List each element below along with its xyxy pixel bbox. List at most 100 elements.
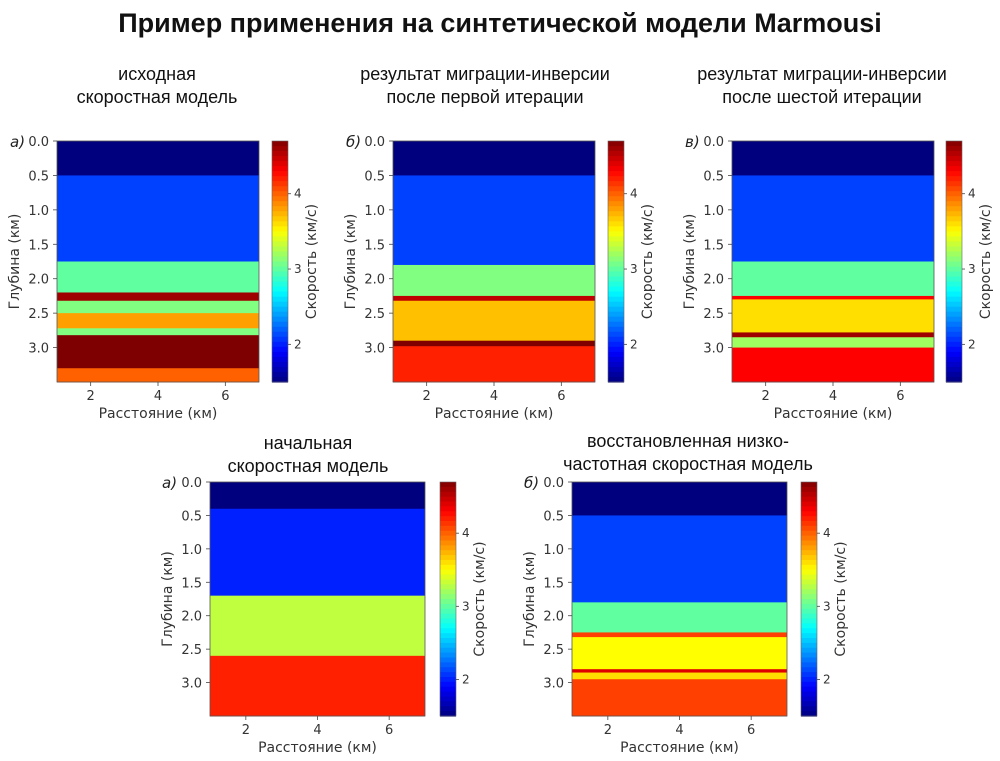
colorbar-label: Скорость (км/с) — [640, 204, 656, 319]
colorbar-segment — [608, 366, 624, 373]
y-tick-label: 3.0 — [181, 677, 202, 692]
colorbar-segment — [440, 540, 456, 546]
y-tick-label: 0.5 — [703, 169, 724, 184]
colorbar-segment — [946, 306, 962, 313]
velocity-layer — [393, 141, 595, 176]
y-tick-label: 2.0 — [181, 610, 202, 625]
colorbar-segment — [801, 589, 817, 595]
colorbar-segment — [608, 181, 624, 187]
colorbar-segment — [272, 191, 288, 197]
colorbar-segment — [946, 226, 962, 232]
y-tick-label: 1.0 — [28, 204, 49, 219]
colorbar-segment — [946, 301, 962, 308]
x-tick-label: 6 — [385, 723, 393, 738]
colorbar-segment — [946, 366, 962, 373]
velocity-layer — [732, 299, 934, 333]
colorbar-segment — [608, 311, 624, 318]
colorbar-segment — [272, 196, 288, 202]
page-title: Пример применения на синтетической модел… — [118, 8, 882, 38]
y-tick-label: 2.5 — [364, 307, 385, 322]
x-tick-label: 2 — [423, 389, 431, 404]
velocity-layer — [393, 175, 595, 266]
colorbar-tick-label: 2 — [823, 672, 831, 686]
colorbar-segment — [946, 311, 962, 318]
x-tick-label: 4 — [829, 389, 837, 404]
colorbar-segment — [946, 206, 962, 212]
x-tick-label: 6 — [896, 389, 904, 404]
colorbar-segment — [440, 623, 456, 629]
colorbar-segment — [946, 141, 962, 147]
colorbar-segment — [801, 594, 817, 600]
colorbar-segment — [608, 236, 624, 243]
y-tick-label: 0.0 — [364, 135, 385, 150]
caption-initial-model: начальная скоростная модель — [208, 432, 408, 478]
colorbar-segment — [272, 176, 288, 182]
x-tick-label: 6 — [221, 389, 229, 404]
colorbar-segment — [946, 146, 962, 152]
colorbar-segment — [440, 574, 456, 581]
colorbar-segment — [440, 647, 456, 654]
colorbar-segment — [946, 151, 962, 157]
y-tick-label: 0.0 — [28, 135, 49, 150]
y-tick-label: 0.0 — [543, 476, 564, 491]
y-tick-label: 1.5 — [364, 238, 385, 253]
colorbar-segment — [440, 599, 456, 605]
colorbar-segment — [272, 301, 288, 308]
colorbar-segment — [801, 647, 817, 654]
colorbar-segment — [440, 501, 456, 507]
colorbar-segment — [946, 186, 962, 192]
y-tick-label: 1.0 — [181, 543, 202, 558]
colorbar-segment — [440, 486, 456, 493]
colorbar-segment — [801, 662, 817, 668]
colorbar-segment — [608, 211, 624, 217]
colorbar-segment — [440, 633, 456, 639]
y-tick-label: 0.5 — [364, 169, 385, 184]
colorbar-segment — [272, 316, 288, 323]
colorbar-segment — [801, 638, 817, 644]
colorbar-segment — [272, 286, 288, 293]
colorbar-segment — [946, 361, 962, 368]
velocity-layer — [393, 340, 595, 347]
colorbar-segment — [801, 706, 817, 712]
colorbar-frame — [271, 140, 289, 383]
colorbar-segment — [946, 281, 962, 288]
velocity-layer — [210, 595, 425, 657]
velocity-layer — [57, 141, 259, 176]
y-axis-label: Глубина (км) — [7, 214, 23, 310]
y-tick-label: 3.0 — [364, 342, 385, 357]
colorbar-segment — [946, 201, 962, 207]
colorbar-segment — [272, 271, 288, 278]
colorbar-segment — [801, 491, 817, 498]
colorbar-segment — [801, 696, 817, 702]
colorbar-segment — [440, 545, 456, 551]
y-tick-label: 3.0 — [543, 677, 564, 692]
colorbar-segment — [801, 506, 817, 512]
colorbar-segment — [272, 281, 288, 288]
colorbar-segment — [801, 677, 817, 683]
colorbar-segment — [440, 584, 456, 590]
velocity-layer — [732, 295, 934, 300]
colorbar-segment — [272, 216, 288, 222]
velocity-layer — [393, 346, 595, 383]
colorbar-segment — [272, 266, 288, 273]
y-tick-label: 3.0 — [28, 342, 49, 357]
colorbar-segment — [946, 216, 962, 222]
colorbar-segment — [608, 346, 624, 353]
colorbar-segment — [272, 371, 288, 378]
y-axis-label: Глубина (км) — [522, 551, 538, 647]
colorbar-segment — [608, 141, 624, 147]
colorbar-segment — [440, 530, 456, 537]
colorbar-segment — [272, 291, 288, 298]
colorbar-segment — [801, 686, 817, 693]
colorbar-segment — [801, 603, 817, 610]
colorbar-segment — [946, 236, 962, 243]
colorbar-segment — [440, 555, 456, 561]
velocity-layer — [732, 347, 934, 383]
colorbar-segment — [272, 361, 288, 368]
colorbar-segment — [608, 301, 624, 308]
